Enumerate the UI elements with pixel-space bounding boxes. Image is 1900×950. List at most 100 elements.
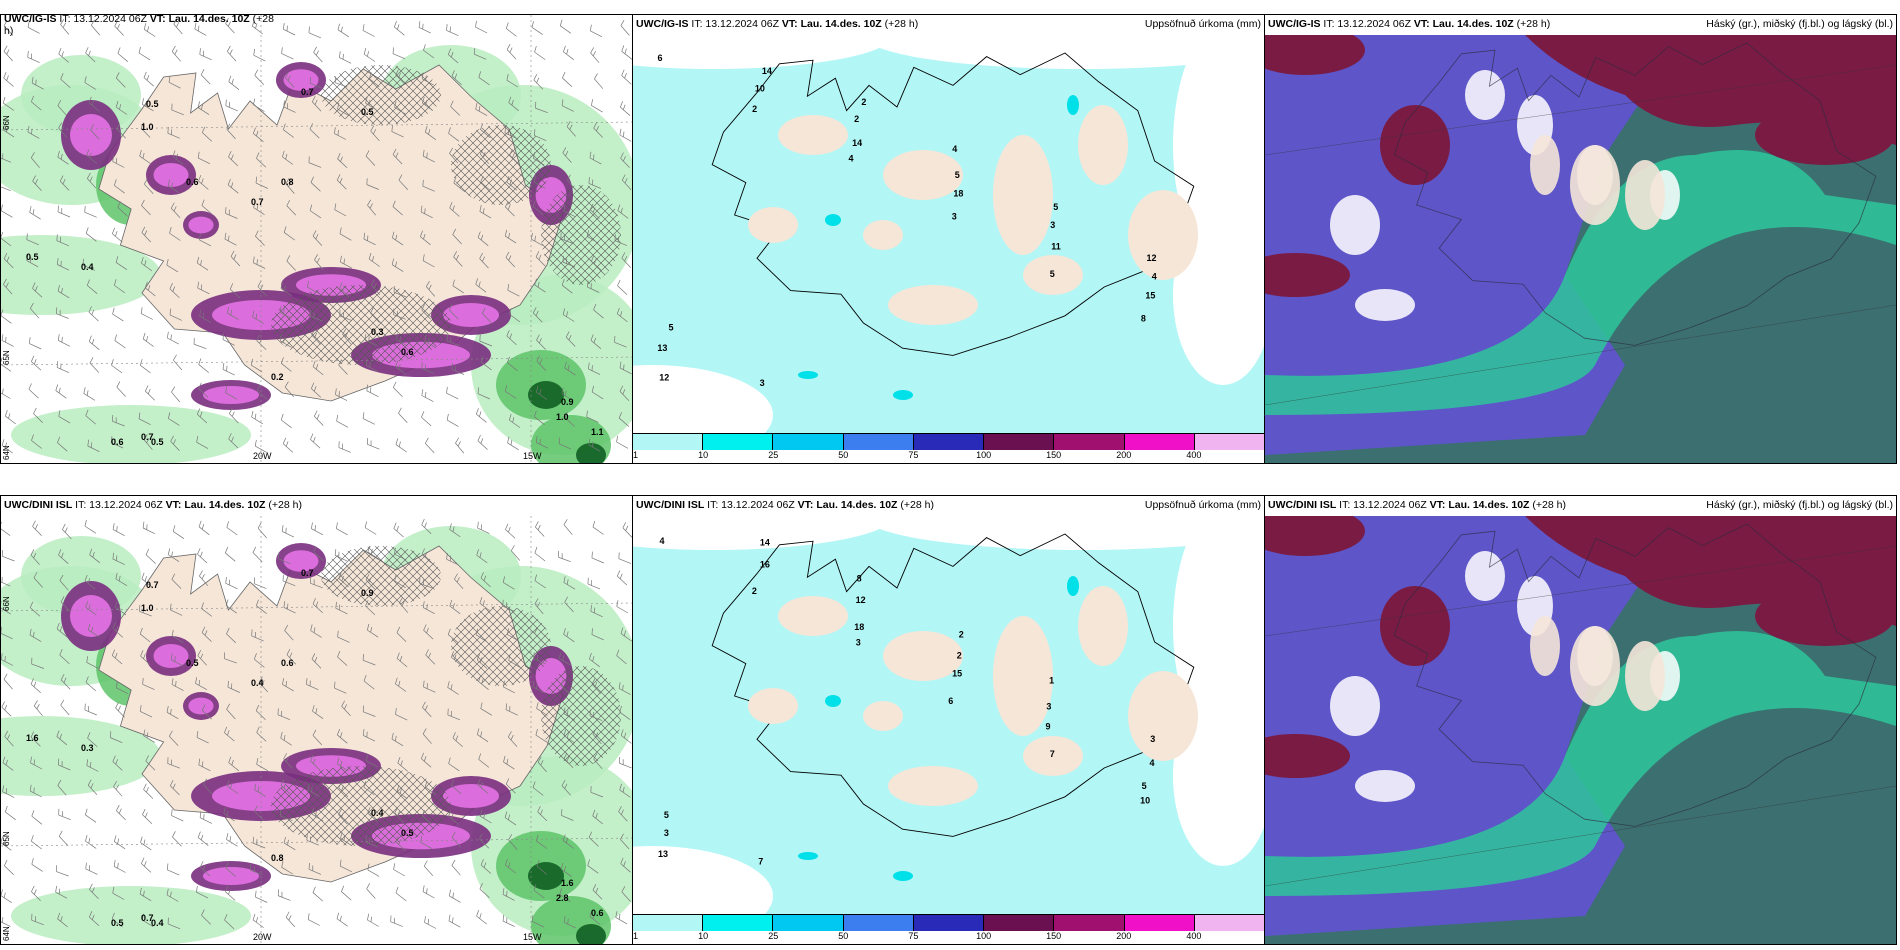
- wind-barb: [255, 704, 266, 720]
- wind-barb: [30, 549, 40, 565]
- precip-value: 0.5: [26, 252, 39, 262]
- precip-value: 0.4: [81, 262, 94, 272]
- row1-right-title: UWC/IG-IS IT: 13.12.2024 06Z VT: Lau. 14…: [1268, 18, 1551, 30]
- wind-barb: [88, 96, 100, 112]
- wind-barb: [29, 628, 42, 642]
- wind-barb: [166, 888, 179, 902]
- wind-barb: [509, 413, 521, 428]
- high-cloud-patch: [1265, 35, 1365, 75]
- wind-barb: [308, 156, 322, 168]
- wind-barb: [33, 572, 43, 588]
- wind-barb: [141, 572, 153, 588]
- dry-land-patches: [748, 105, 1198, 325]
- wind-barb: [362, 705, 376, 717]
- hatched-area: [451, 125, 551, 205]
- accum-value: 3: [664, 828, 669, 838]
- row2-accum-map[interactable]: 4 2 3 6 7 10 13 16 18 15 9 5 3 14 12 2 3 4 5 7 8 2 1 3: [633, 516, 1264, 914]
- colorbar-segment: [1054, 915, 1125, 931]
- wind-barb: [280, 413, 292, 429]
- wind-barb: [254, 805, 265, 821]
- wind-barb: [363, 781, 375, 796]
- wind-barb: [420, 205, 433, 219]
- wind-barb: [368, 72, 380, 88]
- wind-barb: [424, 125, 437, 140]
- wind-barb: [56, 307, 69, 319]
- colorbar-segment: [633, 434, 704, 450]
- wind-barb: [227, 680, 240, 693]
- wind-barb: [423, 624, 434, 640]
- wind-barb: [143, 783, 154, 799]
- dry-patch: [888, 285, 978, 325]
- wind-barb: [285, 71, 295, 88]
- wind-barb: [621, 886, 631, 902]
- wind-barb: [422, 149, 435, 163]
- wind-barb: [620, 833, 630, 850]
- wind-barb: [616, 307, 628, 323]
- wind-barb: [393, 308, 407, 320]
- row1-wind-map[interactable]: 0.5 1.0 0.6 0.7 0.8 0.5 0.4 0.2 0.3 0.6 0.7 0.5 0.9 1…: [1, 15, 632, 463]
- wind-barb: [193, 337, 207, 350]
- wind-barb: [88, 306, 99, 322]
- wind-barb: [447, 48, 459, 64]
- wind-barb: [366, 178, 380, 190]
- hatched-area: [321, 65, 441, 125]
- wind-barb: [115, 256, 128, 270]
- wind-barb: [142, 808, 153, 824]
- row1-accum-map[interactable]: 6 2 4 3 5 8 12 10 14 18 11 15 13 14 2 5 3 4 5 3 2 4 5 12: [633, 35, 1264, 433]
- wind-barb: [224, 726, 235, 742]
- wind-barb: [115, 572, 128, 587]
- wind-barb: [449, 599, 461, 615]
- wind-barb: [535, 521, 545, 537]
- precip-value: 0.4: [151, 918, 164, 928]
- wind-barb: [367, 807, 378, 822]
- wind-barb: [422, 885, 435, 899]
- row2-cloud-map[interactable]: [1265, 516, 1896, 944]
- wind-barb: [170, 435, 180, 452]
- accum-value: 14: [760, 538, 770, 548]
- wind-barb: [588, 177, 602, 189]
- wind-barb: [342, 328, 352, 345]
- colorbar-tick-label: 200: [1116, 450, 1132, 460]
- wind-barb: [507, 436, 519, 451]
- wind-barb: [307, 280, 319, 294]
- wind-barb: [450, 100, 461, 116]
- row1-cloud-map[interactable]: [1265, 35, 1896, 463]
- row2-mid-title-right: Uppsöfnuð úrkoma (mm): [1144, 499, 1261, 511]
- wind-barb: [504, 229, 517, 244]
- wind-barb: [57, 284, 70, 299]
- accum-value: 2: [957, 651, 962, 661]
- row1-colorbar-ticks: 1 10 25 50 75 100 150 200 400: [633, 450, 1264, 460]
- row2-wind-map[interactable]: 0.7 1.0 0.5 0.4 0.6 1.6 0.3 0.8 0.4 0.5 0.7 0.9 1.6 2…: [1, 516, 632, 944]
- wind-barb: [562, 72, 573, 88]
- wind-barb: [203, 778, 213, 795]
- wind-barb: [422, 701, 432, 718]
- iceland-coastline: [1393, 42, 1877, 346]
- wind-barb: [532, 781, 544, 796]
- wind-barb: [339, 309, 353, 321]
- wind-barb: [28, 383, 39, 399]
- snow-light-area: [283, 550, 319, 572]
- wind-barb: [475, 20, 488, 34]
- wind-barb: [256, 599, 267, 614]
- accum-value: 2: [959, 629, 964, 639]
- wind-barb: [29, 206, 41, 220]
- colorbar-tick-label: 75: [908, 450, 919, 460]
- accum-value: 2: [861, 97, 866, 107]
- wind-barb: [26, 233, 39, 246]
- precip-value: 0.9: [361, 588, 374, 598]
- wind-barb: [85, 227, 97, 242]
- wind-barb: [335, 601, 348, 615]
- wind-barb: [395, 886, 407, 902]
- wind-barb: [451, 831, 461, 848]
- wind-barb: [312, 705, 324, 719]
- accum-value: 2: [752, 104, 757, 114]
- accum-value: 15: [1145, 290, 1155, 300]
- dry-patch: [1078, 105, 1128, 185]
- wind-barb: [505, 22, 517, 37]
- wind-barb: [619, 128, 632, 142]
- precip-spot: [825, 214, 841, 226]
- colorbar-segment: [984, 434, 1055, 450]
- wind-barb: [334, 681, 347, 694]
- grid-line: [1265, 785, 1896, 887]
- colorbar-segment: [913, 915, 985, 931]
